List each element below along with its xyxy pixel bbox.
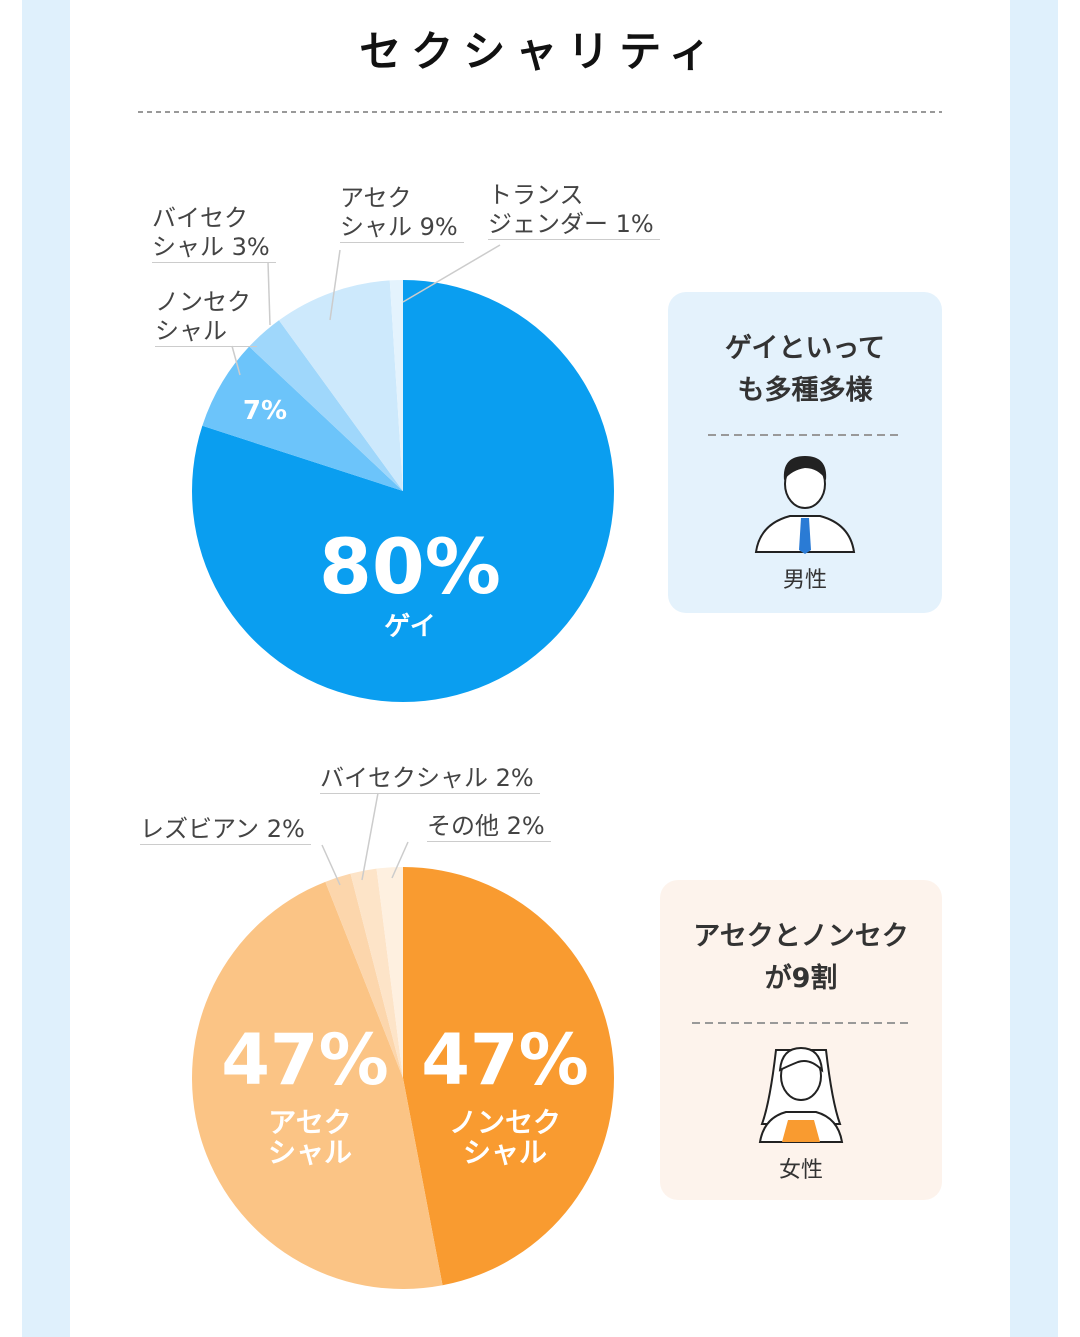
- side-strip: [1010, 0, 1058, 1337]
- value-label: 80%: [319, 522, 501, 611]
- category-label: アセク シャル: [340, 184, 412, 241]
- category-label: バイセク シャル: [152, 204, 248, 261]
- slice-label: その他 2%: [427, 812, 551, 842]
- pie-slice: [192, 881, 443, 1289]
- value-label: 47%: [221, 1019, 389, 1101]
- card-label: 女性: [778, 1158, 823, 1183]
- category-label: ゲイ: [384, 612, 436, 642]
- value-label: 9%: [419, 213, 458, 241]
- category-label: アセク シャル: [267, 1106, 353, 1169]
- slice-label: バイセク シャル 3%: [152, 204, 276, 263]
- value-label: 1%: [615, 210, 654, 238]
- leader-line: [231, 345, 241, 376]
- value-label: 2%: [506, 812, 545, 840]
- page-title: セクシャリティ: [359, 27, 721, 76]
- card: アセクとノンセク が9割 女性: [660, 880, 942, 1200]
- card: ゲイといって も多種多様 男性: [668, 292, 942, 613]
- pie-slice: [325, 873, 403, 1078]
- category-label: トランス ジェンダー: [488, 181, 608, 238]
- category-label: レズビアン: [140, 815, 260, 843]
- pie-slice: [350, 868, 403, 1078]
- leader-line: [329, 249, 341, 321]
- leader-line: [402, 244, 501, 303]
- pie-slice: [376, 867, 403, 1078]
- value-label: 3%: [231, 233, 270, 261]
- value-label: 7%: [242, 396, 288, 426]
- leader-line: [267, 261, 271, 326]
- leader-line: [391, 841, 409, 879]
- card-heading: ゲイといって も多種多様: [724, 333, 886, 406]
- pie-slice: [389, 280, 403, 491]
- pie-slice: [403, 867, 614, 1286]
- pie-slice: [202, 346, 403, 491]
- slice-label: レズビアン 2%: [140, 815, 311, 845]
- value-label: 2%: [266, 815, 305, 843]
- pie-slice: [249, 320, 403, 491]
- card-heading: アセクとノンセク が9割: [693, 921, 909, 994]
- slice-label: ノンセク シャル: [155, 288, 257, 347]
- slice-label: バイセクシャル 2%: [320, 764, 540, 794]
- pie-slice: [278, 280, 403, 491]
- man-icon: [708, 434, 902, 554]
- card-label: 男性: [782, 568, 827, 593]
- category-label: バイセクシャル: [320, 764, 488, 792]
- leader-line: [361, 792, 379, 881]
- slice-label: アセク シャル 9%: [340, 184, 464, 243]
- category-label: ノンセク シャル: [448, 1106, 562, 1169]
- slice-label: トランス ジェンダー 1%: [488, 181, 660, 240]
- category-label: ノンセク シャル: [155, 288, 251, 345]
- value-label: 2%: [495, 764, 534, 792]
- leader-line: [321, 844, 341, 886]
- woman-icon: [692, 1022, 912, 1143]
- side-strip: [22, 0, 70, 1337]
- value-label: 47%: [421, 1019, 589, 1101]
- category-label: その他: [427, 812, 499, 840]
